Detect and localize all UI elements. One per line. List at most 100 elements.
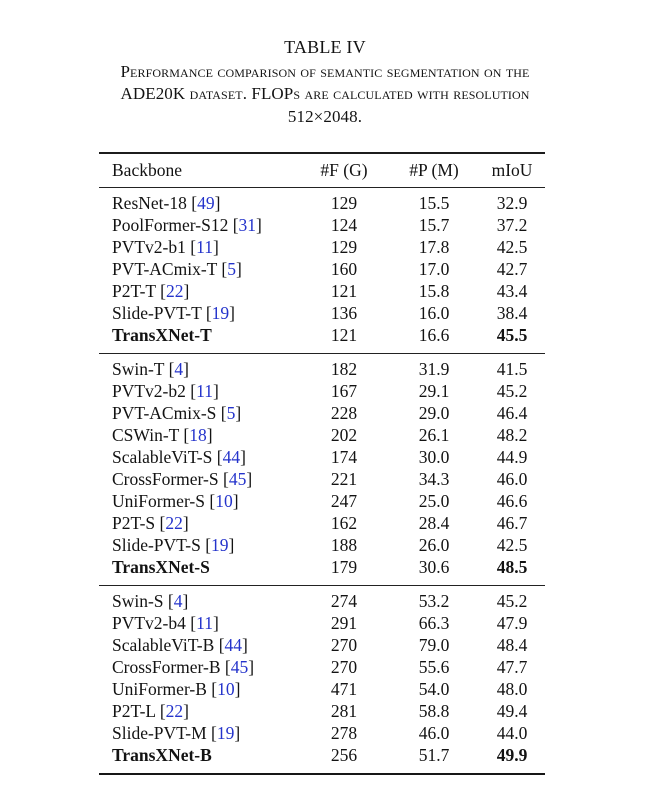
miou-cell: 47.7	[496, 657, 528, 677]
table-row: PVT-ACmix-S [5] 228 29.0 46.4	[99, 402, 545, 424]
backbone-cell: ScalableViT-B [44]	[112, 635, 248, 655]
backbone-cell: PVTv2-b1 [11]	[112, 237, 219, 257]
citation-link[interactable]: 49	[197, 193, 215, 213]
flops-cell: 121	[330, 325, 358, 345]
flops-cell: 278	[330, 723, 358, 743]
flops-cell: 121	[330, 281, 358, 301]
backbone-name: TransXNet-S	[112, 557, 210, 577]
flops-cell: 179	[330, 557, 358, 577]
table-row: PVTv2-b4 [11] 291 66.3 47.9	[99, 612, 545, 634]
miou-cell: 49.9	[496, 745, 528, 765]
table-row: TransXNet-T 121 16.6 45.5	[99, 324, 545, 354]
params-cell: 55.6	[418, 657, 450, 677]
flops-cell: 256	[330, 745, 358, 765]
citation-link[interactable]: 19	[211, 303, 230, 323]
table-row: Slide-PVT-S [19] 188 26.0 42.5	[99, 534, 545, 556]
citation-link[interactable]: 11	[196, 237, 213, 257]
results-table-wrapper: Backbone #F (G) #P (M) mIoU ResNet-18 [4…	[99, 152, 545, 775]
table-row: ScalableViT-B [44] 270 79.0 48.4	[99, 634, 545, 656]
citation-link[interactable]: 11	[196, 381, 213, 401]
citation-link[interactable]: 18	[189, 425, 207, 445]
backbone-name: PoolFormer-S12	[112, 215, 229, 235]
citation-link[interactable]: 45	[228, 469, 247, 489]
backbone-cell: PVT-ACmix-T [5]	[112, 259, 242, 279]
citation-link[interactable]: 5	[227, 259, 236, 279]
backbone-name: Slide-PVT-M	[112, 723, 207, 743]
backbone-cell: CrossFormer-B [45]	[112, 657, 255, 677]
table-caption-line: ADE20K dataset. FLOPs are calculated wit…	[120, 84, 530, 104]
citation-link[interactable]: 22	[165, 281, 184, 301]
miou-cell: 42.5	[496, 535, 528, 555]
params-cell: 29.1	[418, 381, 450, 401]
table-row: P2T-S [22] 162 28.4 46.7	[99, 512, 545, 534]
backbone-cell: UniFormer-S [10]	[112, 491, 239, 511]
backbone-name: ResNet-18	[112, 193, 187, 213]
citation-link[interactable]: 10	[217, 679, 235, 699]
table-row: CrossFormer-S [45] 221 34.3 46.0	[99, 468, 545, 490]
citation-link[interactable]: 11	[196, 613, 213, 633]
citation-link[interactable]: 22	[165, 701, 184, 721]
miou-cell: 49.4	[496, 701, 528, 721]
backbone-name: P2T-L	[112, 701, 156, 721]
backbone-cell: Swin-T [4]	[112, 359, 189, 379]
flops-cell: 136	[330, 303, 358, 323]
table-row: UniFormer-S [10] 247 25.0 46.6	[99, 490, 545, 512]
miou-cell: 45.5	[496, 325, 528, 345]
miou-cell: 44.9	[496, 447, 528, 467]
backbone-cell: TransXNet-B	[99, 744, 299, 774]
params-cell: 31.9	[418, 359, 450, 379]
citation-link[interactable]: 19	[216, 723, 235, 743]
params-cell: 54.0	[418, 679, 450, 699]
params-cell: 17.0	[418, 259, 450, 279]
flops-cell: 182	[330, 359, 358, 379]
citation-link[interactable]: 19	[211, 535, 229, 555]
backbone-cell: ScalableViT-S [44]	[112, 447, 246, 467]
table-row: PVTv2-b2 [11] 167 29.1 45.2	[99, 380, 545, 402]
miou-cell: 46.7	[496, 513, 528, 533]
backbone-name: P2T-T	[112, 281, 156, 301]
table-section: Swin-T [4] 182 31.9 41.5 PVTv2-b2 [11] 167 29.…	[99, 354, 545, 586]
params-cell: 53.2	[418, 591, 450, 611]
citation-link[interactable]: 10	[215, 491, 233, 511]
flops-cell: 291	[330, 613, 358, 633]
table-row: UniFormer-B [10] 471 54.0 48.0	[99, 678, 545, 700]
params-cell: 26.1	[418, 425, 450, 445]
backbone-cell: CrossFormer-S [45]	[112, 469, 253, 489]
citation-link[interactable]: 44	[222, 447, 241, 467]
backbone-name: Slide-PVT-S	[112, 535, 201, 555]
miou-cell: 46.4	[496, 403, 528, 423]
backbone-name: PVTv2-b1	[112, 237, 186, 257]
citation-link[interactable]: 44	[224, 635, 243, 655]
table-row: CSWin-T [18] 202 26.1 48.2	[99, 424, 545, 446]
citation-link[interactable]: 4	[173, 591, 183, 611]
backbone-name: Swin-S	[112, 591, 164, 611]
miou-cell: 48.2	[496, 425, 528, 445]
miou-cell: 45.2	[496, 381, 528, 401]
miou-cell: 42.5	[496, 237, 528, 257]
backbone-cell: Slide-PVT-T [19]	[112, 303, 235, 323]
backbone-cell: Slide-PVT-S [19]	[112, 535, 235, 555]
flops-cell: 270	[330, 635, 358, 655]
params-cell: 17.8	[418, 237, 450, 257]
citation-link[interactable]: 31	[238, 215, 257, 235]
miou-cell: 46.6	[496, 491, 528, 511]
citation-link[interactable]: 22	[165, 513, 183, 533]
params-cell: 51.7	[418, 745, 450, 765]
table-row: Slide-PVT-M [19] 278 46.0 44.0	[99, 722, 545, 744]
table-row: Swin-S [4] 274 53.2 45.2	[99, 586, 545, 613]
table-row: ScalableViT-S [44] 174 30.0 44.9	[99, 446, 545, 468]
table-row: TransXNet-S 179 30.6 48.5	[99, 556, 545, 586]
citation-link[interactable]: 45	[230, 657, 249, 677]
table-section: Swin-S [4] 274 53.2 45.2 PVTv2-b4 [11] 291 66.…	[99, 586, 545, 774]
backbone-cell: TransXNet-S	[99, 556, 299, 586]
citation-link[interactable]: 5	[226, 403, 236, 423]
citation-link[interactable]: 4	[174, 359, 184, 379]
backbone-name: CrossFormer-B	[112, 657, 221, 677]
backbone-cell: PVT-ACmix-S [5]	[112, 403, 242, 423]
table-caption-line: 512×2048.	[287, 106, 363, 126]
flops-cell: 162	[330, 513, 358, 533]
miou-cell: 41.5	[496, 359, 528, 379]
params-cell: 15.8	[418, 281, 450, 301]
backbone-cell: ResNet-18 [49]	[112, 193, 221, 213]
